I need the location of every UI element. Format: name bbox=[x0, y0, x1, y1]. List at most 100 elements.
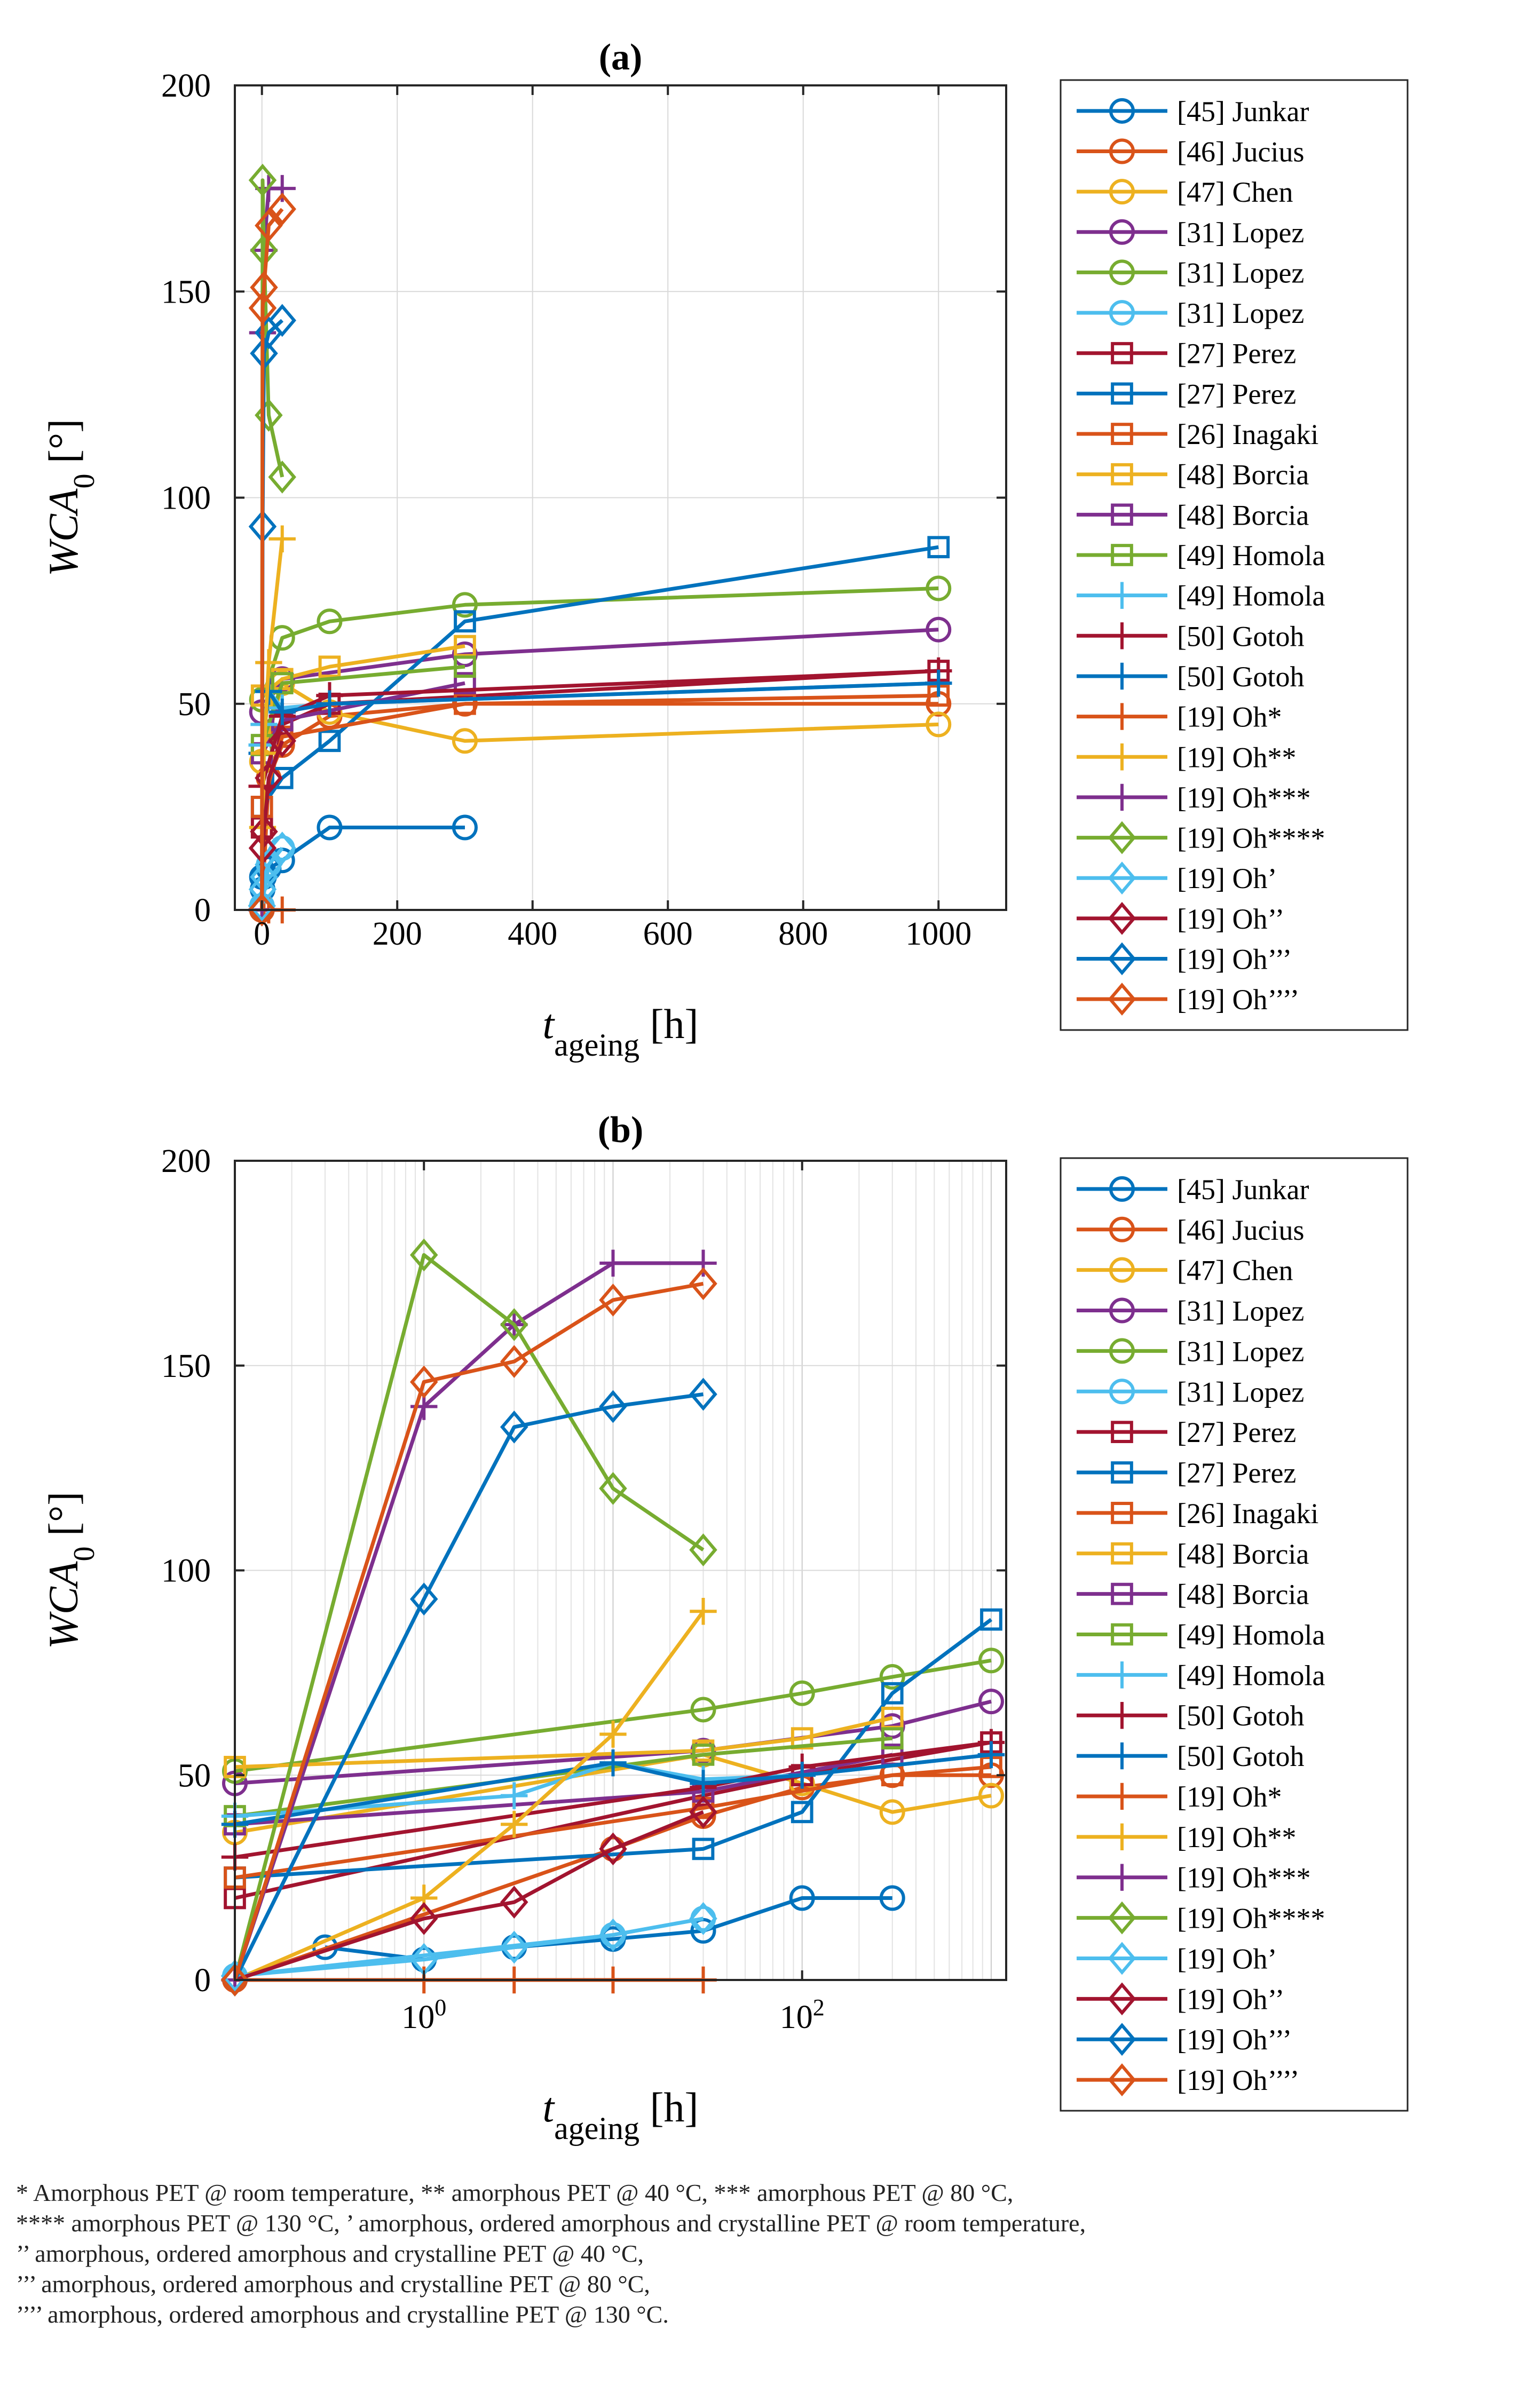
data-point bbox=[1111, 544, 1133, 566]
series-22 bbox=[248, 192, 296, 926]
x-axis-label: tageing [h] bbox=[542, 2084, 698, 2146]
data-point bbox=[1109, 259, 1135, 286]
data-point bbox=[500, 1345, 528, 1378]
data-point bbox=[268, 724, 296, 758]
legend-label: [49] Homola bbox=[1177, 580, 1325, 612]
data-point bbox=[1108, 1742, 1136, 1770]
legend-item: [49] Homola bbox=[1077, 540, 1325, 572]
chart-panel: 0 200 400 600 800 1000 0 50 100 150 200 (a) tageing … bbox=[40, 37, 1409, 1063]
legend-item: [47] Chen bbox=[1077, 176, 1293, 208]
series-5 bbox=[222, 1905, 716, 1989]
legend-item: [31] Lopez bbox=[1077, 297, 1304, 329]
data-point bbox=[410, 1884, 438, 1912]
series-line bbox=[260, 208, 284, 910]
data-point bbox=[271, 766, 294, 789]
y-axis-label: WCA0 [°] bbox=[40, 419, 101, 576]
data-point bbox=[879, 1885, 905, 1911]
legend-label: [19] Oh*** bbox=[1177, 782, 1310, 814]
data-point bbox=[1108, 2023, 1136, 2056]
legend-label: [50] Gotoh bbox=[1177, 1700, 1304, 1732]
x-tick-label: 800 bbox=[778, 916, 828, 952]
data-point bbox=[977, 1741, 1005, 1769]
series-line bbox=[234, 1810, 704, 1982]
data-point bbox=[409, 1238, 438, 1272]
data-point bbox=[692, 1744, 715, 1766]
series-line bbox=[234, 1916, 704, 1978]
data-point bbox=[250, 271, 278, 304]
legend-label: [26] Inagaki bbox=[1177, 418, 1318, 450]
series-line bbox=[234, 1916, 704, 1978]
data-point bbox=[599, 1721, 627, 1748]
y-tick-label: 200 bbox=[161, 68, 211, 104]
footnote-line: ’’’’ amorphous, ordered amorphous and cr… bbox=[16, 2301, 669, 2328]
legend-label: [19] Oh’’’’ bbox=[1177, 2064, 1299, 2096]
chart-panel: 100 102 0 50 100 150 200 (b) tageing [h] WCA0 [°]… bbox=[40, 1110, 1409, 2146]
footnote-line: **** amorphous PET @ 130 °C, ’ amorphous… bbox=[16, 2209, 1086, 2237]
legend-item: [49] Homola bbox=[1077, 580, 1325, 612]
data-point bbox=[879, 1664, 905, 1690]
legend-label: [49] Homola bbox=[1177, 1619, 1325, 1651]
data-point bbox=[1111, 1542, 1133, 1565]
data-point bbox=[1108, 743, 1136, 771]
data-point bbox=[1111, 423, 1133, 445]
legend-item: [19] Oh** bbox=[1077, 741, 1296, 773]
data-point bbox=[1109, 219, 1135, 245]
legend-item: [19] Oh**** bbox=[1077, 821, 1325, 854]
legend-item: [27] Perez bbox=[1077, 1416, 1296, 1448]
data-point bbox=[500, 1930, 528, 1964]
legend-item: [50] Gotoh bbox=[1077, 661, 1304, 693]
legend-item: [48] Borcia bbox=[1077, 459, 1309, 491]
legend-item: [19] Oh** bbox=[1077, 1821, 1296, 1853]
data-point bbox=[1109, 300, 1135, 326]
chart-title: (b) bbox=[598, 1110, 644, 1151]
data-point bbox=[1109, 1297, 1135, 1324]
data-point bbox=[1108, 662, 1136, 690]
series-line bbox=[234, 1765, 992, 1880]
series-18 bbox=[220, 1238, 717, 1997]
footnote-line: * Amorphous PET @ room temperature, ** a… bbox=[16, 2179, 1014, 2206]
legend-label: [31] Lopez bbox=[1177, 297, 1304, 329]
data-point bbox=[599, 1918, 627, 1952]
series-21 bbox=[220, 1377, 717, 1997]
series-17 bbox=[221, 1249, 717, 1994]
data-point bbox=[689, 1377, 717, 1411]
data-point bbox=[1109, 1216, 1135, 1242]
y-tick-label: 200 bbox=[161, 1143, 211, 1179]
legend-item: [19] Oh’’ bbox=[1077, 901, 1284, 935]
legend-item: [45] Junkar bbox=[1077, 96, 1309, 128]
data-point bbox=[978, 1647, 1004, 1674]
legend-label: [19] Oh**** bbox=[1177, 822, 1325, 854]
legend-label: [19] Oh* bbox=[1177, 1781, 1282, 1813]
x-tick-label: 100 bbox=[401, 1994, 446, 2036]
legend-label: [46] Jucius bbox=[1177, 1214, 1304, 1246]
legend: [45] Junkar [46] Jucius [47] Chen [31] Lope… bbox=[1060, 79, 1409, 1031]
legend-label: [49] Homola bbox=[1177, 1659, 1325, 1691]
series-4 bbox=[222, 1647, 1004, 1784]
data-point bbox=[1111, 463, 1133, 486]
legend-item: [46] Jucius bbox=[1077, 1214, 1304, 1246]
legend-label: [47] Chen bbox=[1177, 1255, 1293, 1287]
data-point bbox=[926, 575, 952, 601]
legend-label: [19] Oh’’ bbox=[1177, 1983, 1284, 2015]
data-point bbox=[1111, 342, 1133, 365]
legend-item: [27] Perez bbox=[1077, 378, 1296, 410]
legend-label: [46] Jucius bbox=[1177, 136, 1304, 168]
data-point bbox=[791, 1801, 813, 1824]
data-point bbox=[1108, 942, 1136, 976]
data-point bbox=[927, 536, 950, 559]
footnotes: * Amorphous PET @ room temperature, ** a… bbox=[16, 2177, 1511, 2330]
data-point bbox=[317, 814, 343, 841]
legend-label: [48] Borcia bbox=[1177, 1579, 1309, 1611]
data-point bbox=[1108, 783, 1136, 811]
legend-item: [19] Oh**** bbox=[1077, 1901, 1325, 1935]
data-point bbox=[926, 616, 952, 643]
data-point bbox=[599, 1284, 627, 1317]
legend-label: [27] Perez bbox=[1177, 378, 1296, 410]
data-point bbox=[268, 831, 296, 865]
data-point bbox=[316, 690, 343, 717]
data-point bbox=[689, 1795, 717, 1829]
legend-item: [31] Lopez bbox=[1077, 1376, 1304, 1408]
legend-item: [19] Oh’’’’ bbox=[1077, 2063, 1299, 2096]
legend-item: [19] Oh’’’ bbox=[1077, 2023, 1292, 2056]
data-point bbox=[1108, 582, 1136, 609]
